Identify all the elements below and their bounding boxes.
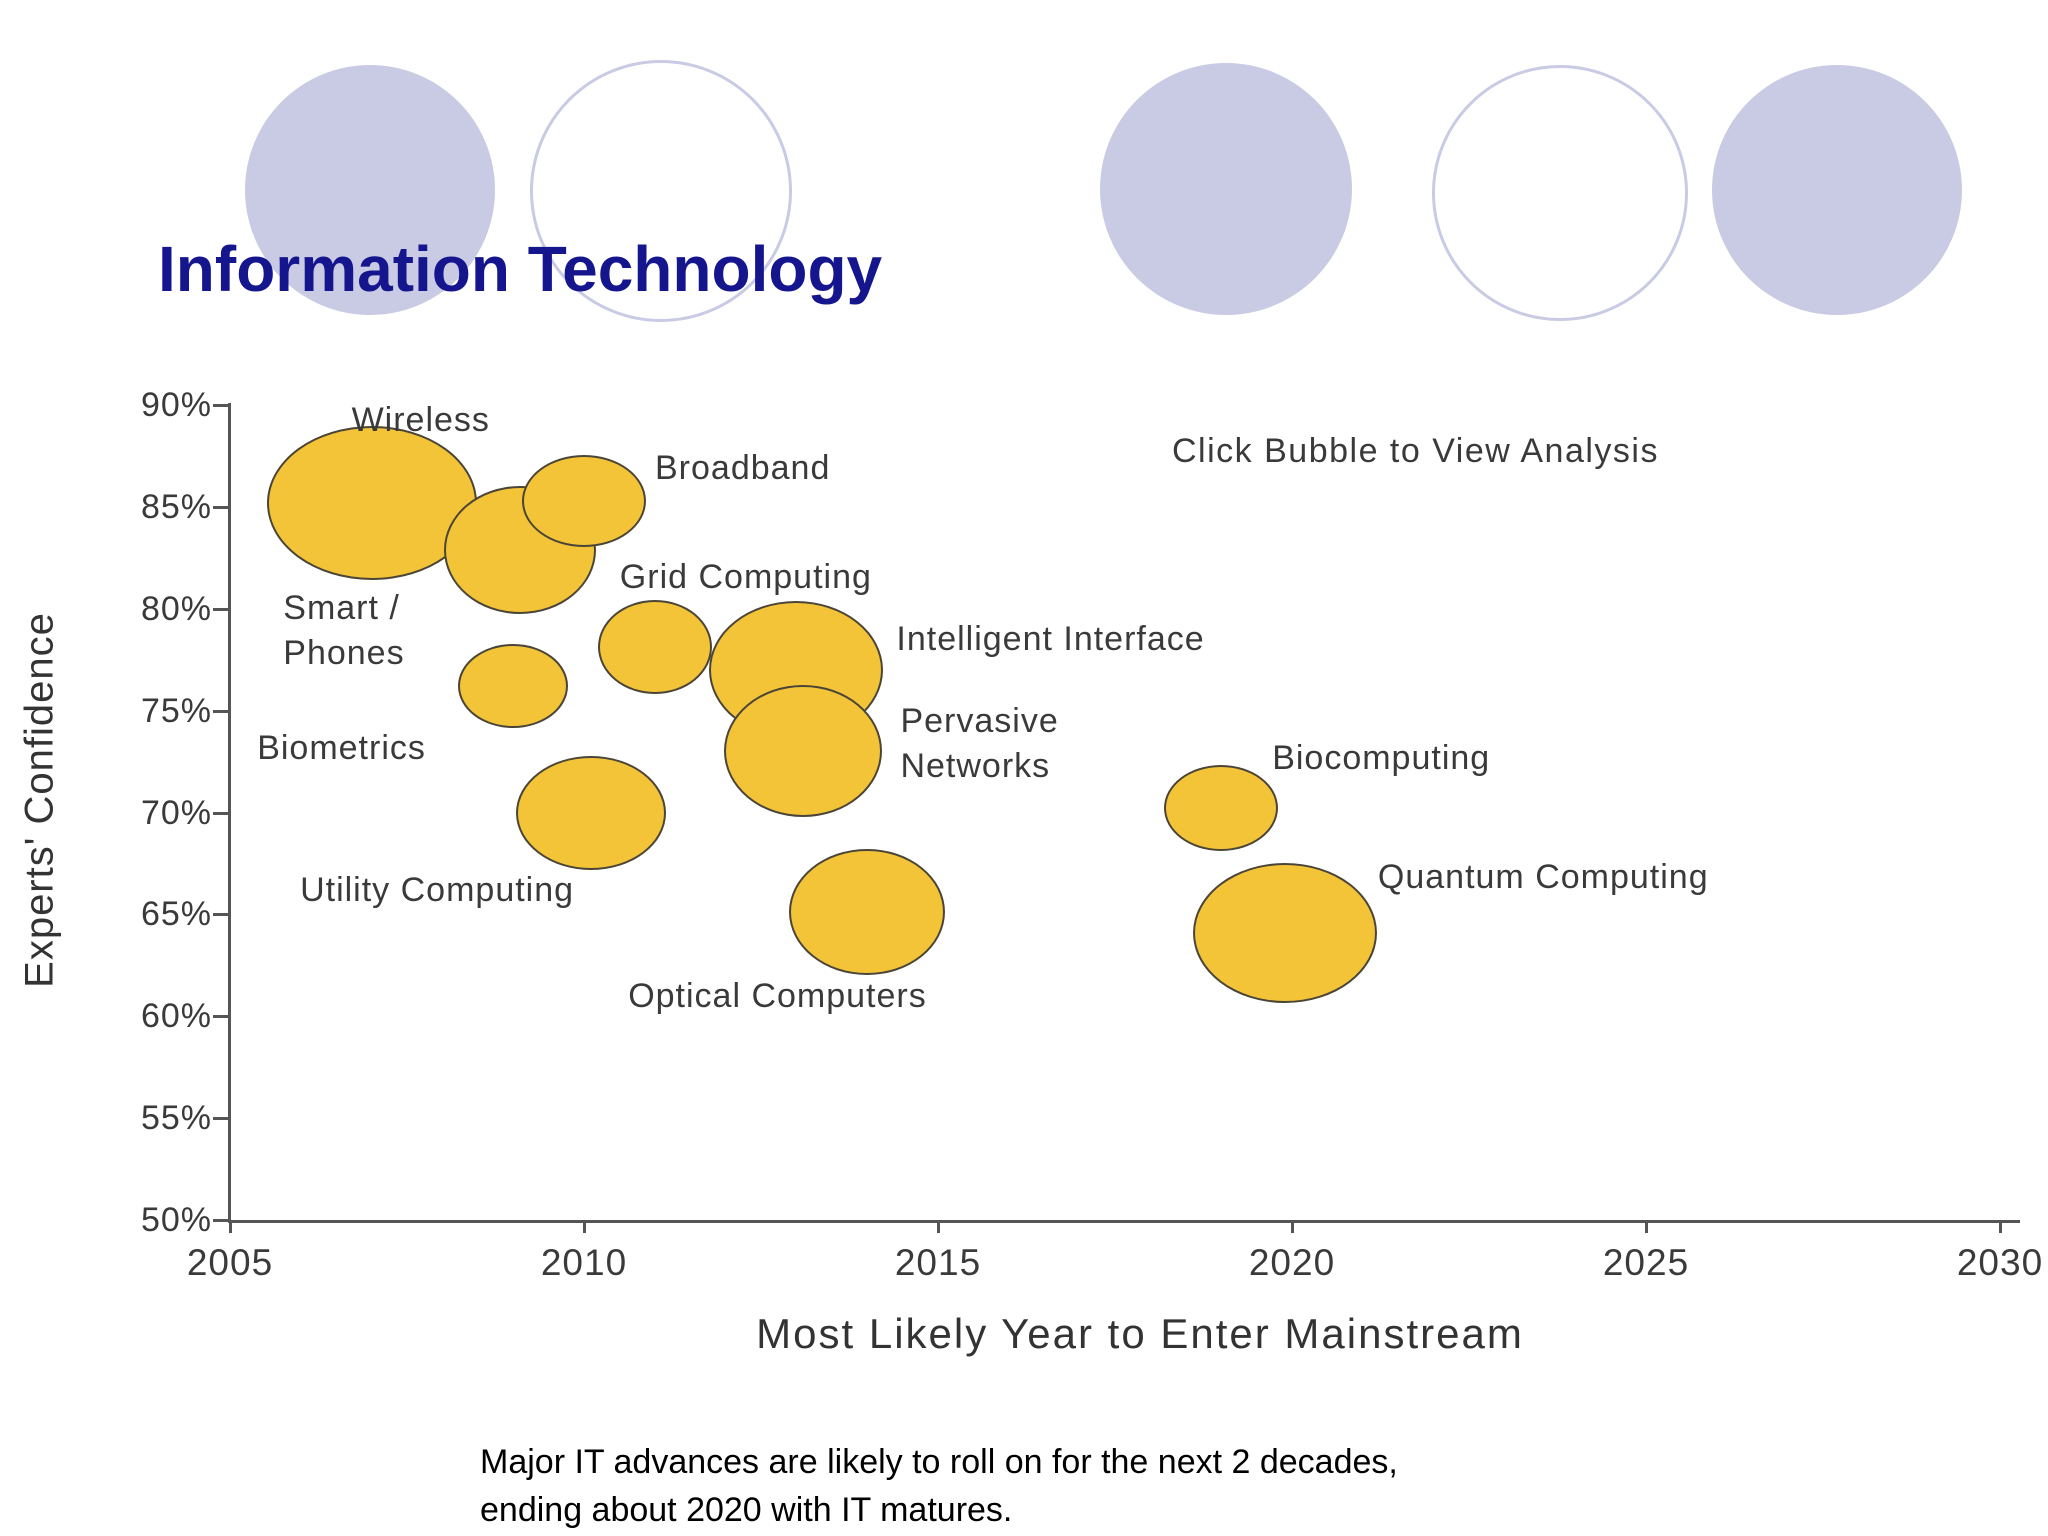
y-tick-label: 65%	[140, 895, 212, 934]
bubble-biometrics[interactable]	[458, 644, 569, 729]
bubble-utility-computing[interactable]	[516, 755, 667, 870]
decor-circle-icon	[245, 65, 495, 315]
y-tick-label: 85%	[140, 487, 212, 526]
y-axis-title: Experts' Confidence	[17, 612, 62, 988]
x-tick-label: 2005	[186, 1242, 274, 1283]
x-tick-label: 2025	[1602, 1242, 1690, 1283]
bubble-wireless[interactable]	[266, 425, 477, 580]
y-axis	[228, 403, 231, 1223]
y-tick-mark	[213, 607, 229, 611]
y-tick-label: 55%	[140, 1099, 212, 1138]
x-tick-label: 2020	[1248, 1242, 1336, 1283]
bubble-label-biocomputing: Biocomputing	[1272, 739, 1491, 778]
x-tick-label: 2030	[1956, 1242, 2044, 1283]
y-tick-mark	[213, 1117, 229, 1121]
x-tick-mark	[1291, 1221, 1294, 1233]
bubble-label-utility-computing: Utility Computing	[300, 870, 575, 909]
y-tick-mark	[213, 1015, 229, 1019]
bubble-label-wireless: Wireless	[351, 400, 490, 439]
bubble-label-pervasive-networks: Pervasive Networks	[900, 702, 1059, 786]
decor-circle-icon	[1712, 65, 1962, 315]
x-tick-mark	[1645, 1221, 1648, 1233]
slide-title: Information Technology	[158, 233, 883, 305]
y-tick-label: 90%	[140, 386, 212, 424]
decor-circle-icon	[1100, 63, 1352, 315]
x-tick-label: 2015	[894, 1242, 982, 1283]
y-tick-mark	[213, 709, 229, 713]
bubble-label-grid-computing: Grid Computing	[619, 558, 872, 597]
bubble-quantum-computing[interactable]	[1192, 862, 1377, 1003]
bubble-grid-computing[interactable]	[597, 600, 712, 695]
bubble-biocomputing[interactable]	[1164, 765, 1279, 852]
bubble-optical-computers[interactable]	[789, 849, 946, 976]
decor-circle-icon	[1432, 65, 1688, 321]
chart-annotation: Click Bubble to View Analysis	[1172, 432, 1659, 470]
y-tick-mark	[213, 404, 229, 407]
x-axis-title: Most Likely Year to Enter Mainstream	[756, 1310, 1524, 1357]
bubble-label-intelligent-interface: Intelligent Interface	[896, 619, 1205, 658]
x-tick-mark	[937, 1221, 940, 1233]
y-tick-mark	[213, 1219, 229, 1222]
y-tick-label: 70%	[140, 793, 212, 832]
y-tick-label: 60%	[140, 997, 212, 1036]
decor-circle-icon	[530, 60, 792, 322]
bubble-label-broadband: Broadband	[655, 448, 831, 487]
bubble-label-optical-computers: Optical Computers	[628, 977, 927, 1016]
footer-note: Major IT advances are likely to roll on …	[480, 1443, 1398, 1529]
y-tick-mark	[213, 811, 229, 815]
x-tick-mark	[583, 1221, 586, 1233]
bubble-label-quantum-computing: Quantum Computing	[1377, 857, 1709, 896]
x-axis	[228, 1220, 2020, 1223]
bubble-pervasive-networks[interactable]	[724, 685, 883, 818]
bubble-broadband[interactable]	[522, 454, 646, 547]
x-tick-label: 2010	[540, 1242, 628, 1283]
y-tick-mark	[213, 913, 229, 917]
y-tick-label: 50%	[140, 1201, 212, 1239]
x-tick-mark	[1999, 1221, 2002, 1233]
x-tick-mark	[229, 1221, 232, 1233]
y-tick-mark	[213, 505, 229, 509]
y-tick-label: 80%	[140, 589, 212, 628]
bubble-label-biometrics: Biometrics	[257, 729, 426, 768]
bubble-label-smart-phones: Smart / Phones	[283, 588, 405, 672]
y-tick-label: 75%	[140, 691, 212, 730]
